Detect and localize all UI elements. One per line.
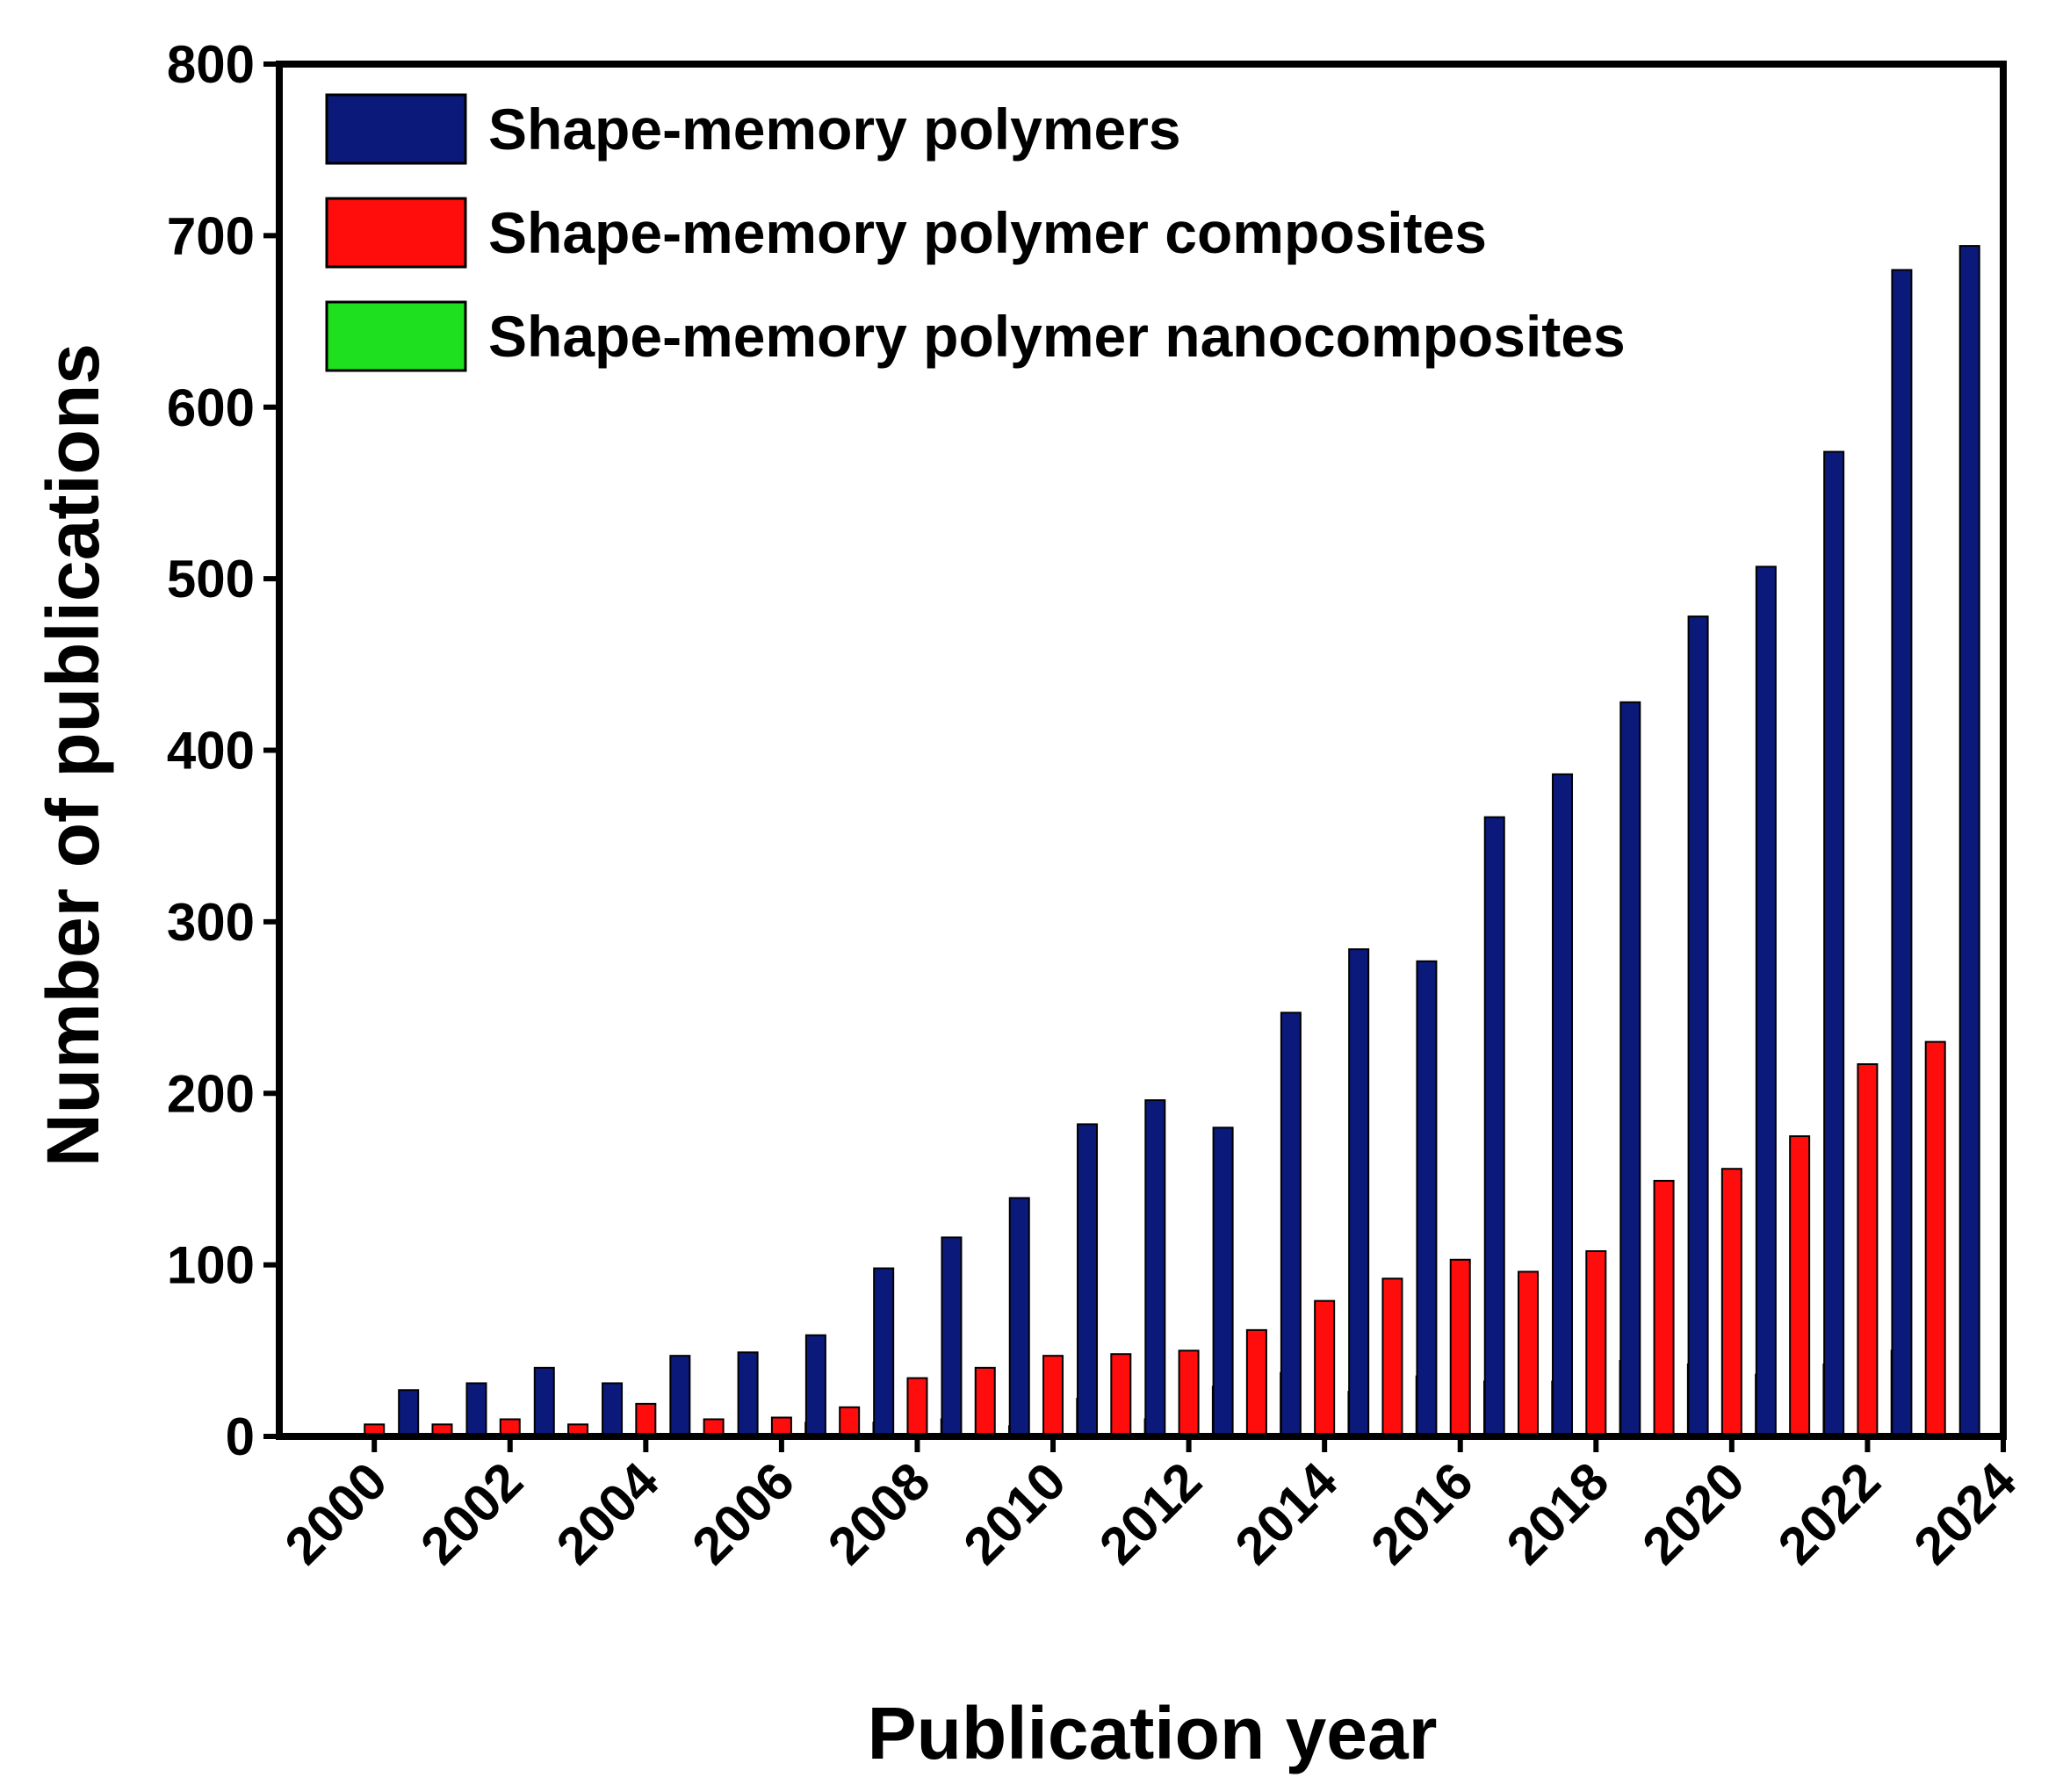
y-tick-label: 400: [167, 722, 255, 781]
bar-shape-memory-polymers-2001: [465, 1382, 487, 1437]
legend: Shape-memory polymers Shape-memory polyme…: [325, 93, 1626, 372]
legend-label: Shape-memory polymers: [488, 97, 1181, 162]
x-tick-label: 2008: [817, 1451, 941, 1576]
y-tick-label: 200: [167, 1064, 255, 1123]
bar-shape-memory-polymer-composites-2013: [1245, 1328, 1267, 1438]
plot-frame: [276, 61, 2007, 1440]
bar-shape-memory-polymer-composites-2023: [1924, 1040, 1946, 1437]
x-tick-label: 2024: [1902, 1450, 2027, 1575]
bar-shape-memory-polymers-2017: [1552, 773, 1574, 1437]
legend-swatch: [325, 300, 467, 372]
bar-shape-memory-polymers-2018: [1619, 701, 1641, 1437]
bar-shape-memory-polymers-2009: [1008, 1197, 1030, 1437]
x-tick-label: 2022: [1767, 1451, 1892, 1576]
x-tick-label: 2000: [274, 1451, 399, 1576]
bar-shape-memory-polymers-2003: [602, 1382, 624, 1437]
bar-shape-memory-polymers-2015: [1416, 960, 1438, 1437]
bar-shape-memory-polymers-2023: [1958, 245, 1980, 1437]
bar-shape-memory-polymers-2012: [1212, 1126, 1234, 1437]
bar-shape-memory-polymers-2013: [1280, 1011, 1302, 1437]
y-tick-label: 300: [167, 893, 255, 952]
bar-shape-memory-polymer-composites-2021: [1789, 1135, 1811, 1437]
bar-shape-memory-polymers-2022: [1891, 269, 1913, 1438]
y-tick-label: 800: [167, 35, 255, 94]
bar-shape-memory-polymer-composites-2019: [1653, 1179, 1675, 1437]
bar-shape-memory-polymer-composites-2018: [1585, 1249, 1607, 1437]
x-tick-label: 2016: [1360, 1451, 1484, 1576]
bar-shape-memory-polymer-composites-2008: [906, 1377, 928, 1438]
legend-swatch: [325, 197, 467, 269]
bar-shape-memory-polymer-composites-2007: [839, 1406, 861, 1438]
x-tick-label: 2020: [1631, 1451, 1756, 1576]
legend-label: Shape-memory polymer composites: [488, 200, 1487, 265]
bar-shape-memory-polymers-2014: [1348, 948, 1370, 1437]
bar-shape-memory-polymers-2016: [1483, 816, 1505, 1437]
bar-shape-memory-polymers-2004: [669, 1355, 691, 1437]
x-tick-label: 2012: [1088, 1451, 1213, 1576]
x-tick-label: 2006: [681, 1451, 805, 1576]
y-axis-ticks: 0 100 200 300 400 500 600 700 800: [167, 35, 279, 1466]
legend-label: Shape-memory polymer nanocomposites: [488, 304, 1626, 369]
bar-shape-memory-polymer-composites-2009: [974, 1366, 996, 1437]
bar-shape-memory-polymers-2019: [1687, 615, 1709, 1437]
x-tick-label: 2018: [1496, 1451, 1620, 1576]
bar-shape-memory-polymers-2007: [873, 1267, 895, 1437]
bar-shape-memory-polymer-composites-2020: [1720, 1168, 1742, 1437]
bars-layer: [364, 245, 1980, 1438]
bar-shape-memory-polymers-2000: [398, 1389, 420, 1438]
bar-shape-memory-polymers-2020: [1755, 565, 1777, 1437]
bar-shape-memory-polymer-composites-2014: [1314, 1299, 1336, 1438]
y-tick-label: 500: [167, 550, 255, 608]
bar-shape-memory-polymers-2002: [533, 1366, 555, 1437]
x-tick-label: 2002: [409, 1451, 534, 1576]
legend-swatch: [325, 93, 467, 165]
y-tick-label: 0: [226, 1407, 255, 1466]
x-axis-ticks: 2000 2002 2004 2006 2008 2010 2012 2014 2016 2018…: [274, 1436, 2028, 1576]
bar-shape-memory-polymers-2011: [1144, 1099, 1166, 1437]
bar-shape-memory-polymers-2006: [804, 1334, 826, 1438]
bar-shape-memory-polymers-2021: [1823, 450, 1845, 1437]
bar-shape-memory-polymer-composites-2010: [1042, 1355, 1064, 1437]
bar-shape-memory-polymer-composites-2012: [1178, 1349, 1200, 1437]
bar-shape-memory-polymers-2008: [941, 1236, 963, 1437]
x-tick-label: 2010: [952, 1451, 1077, 1576]
bar-shape-memory-polymers-2010: [1077, 1123, 1099, 1437]
y-axis-title: Number of publications: [32, 343, 114, 1167]
bar-shape-memory-polymer-composites-2015: [1381, 1277, 1403, 1437]
y-tick-label: 700: [167, 206, 255, 265]
y-tick-label: 100: [167, 1236, 255, 1295]
bar-shape-memory-polymers-2005: [737, 1351, 759, 1437]
bar-shape-memory-polymer-composites-2017: [1518, 1270, 1540, 1437]
x-tick-label: 2014: [1224, 1450, 1349, 1575]
x-tick-label: 2004: [545, 1450, 670, 1575]
x-axis-title: Publication year: [868, 1692, 1438, 1774]
bar-shape-memory-polymer-composites-2022: [1857, 1063, 1879, 1437]
bar-shape-memory-polymer-composites-2004: [635, 1402, 657, 1438]
bar-shape-memory-polymer-composites-2016: [1449, 1258, 1471, 1438]
bar-shape-memory-polymer-composites-2011: [1110, 1353, 1132, 1437]
y-tick-label: 600: [167, 378, 255, 437]
